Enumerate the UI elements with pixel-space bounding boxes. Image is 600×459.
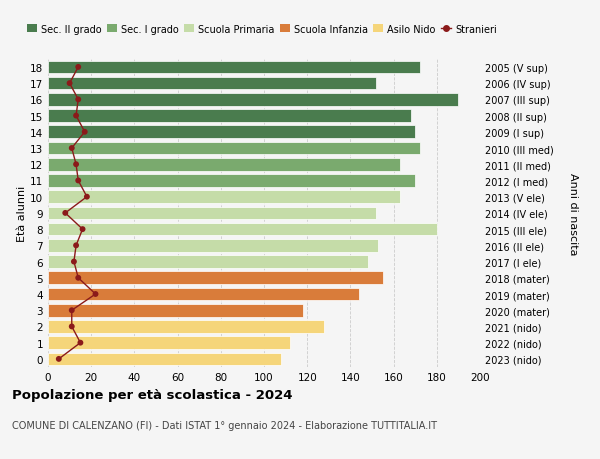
Point <box>71 242 81 250</box>
Bar <box>48 142 419 155</box>
Y-axis label: Età alunni: Età alunni <box>17 185 27 241</box>
Point <box>71 112 81 120</box>
Bar <box>48 126 415 139</box>
Bar <box>48 320 325 333</box>
Point <box>71 161 81 168</box>
Bar <box>48 78 376 90</box>
Bar <box>48 272 383 285</box>
Bar <box>48 336 290 349</box>
Y-axis label: Anni di nascita: Anni di nascita <box>568 172 577 255</box>
Bar <box>48 240 379 252</box>
Point <box>76 339 85 347</box>
Point <box>67 145 77 152</box>
Point <box>78 226 88 233</box>
Bar <box>48 62 419 74</box>
Bar <box>48 224 437 236</box>
Bar <box>48 353 281 365</box>
Point <box>82 194 92 201</box>
Point <box>73 96 83 104</box>
Point <box>65 80 74 88</box>
Text: COMUNE DI CALENZANO (FI) - Dati ISTAT 1° gennaio 2024 - Elaborazione TUTTITALIA.: COMUNE DI CALENZANO (FI) - Dati ISTAT 1°… <box>12 420 437 430</box>
Point <box>73 177 83 185</box>
Text: Popolazione per età scolastica - 2024: Popolazione per età scolastica - 2024 <box>12 388 293 401</box>
Bar <box>48 110 411 123</box>
Bar <box>48 94 458 106</box>
Point <box>73 64 83 72</box>
Point <box>67 323 77 330</box>
Point <box>54 355 64 363</box>
Bar <box>48 207 376 220</box>
Bar <box>48 191 400 203</box>
Bar <box>48 158 400 171</box>
Point <box>80 129 89 136</box>
Point <box>67 307 77 314</box>
Legend: Sec. II grado, Sec. I grado, Scuola Primaria, Scuola Infanzia, Asilo Nido, Stran: Sec. II grado, Sec. I grado, Scuola Prim… <box>27 24 497 34</box>
Point <box>69 258 79 266</box>
Bar <box>48 304 303 317</box>
Bar <box>48 175 415 187</box>
Point <box>61 210 70 217</box>
Bar <box>48 288 359 301</box>
Point <box>73 274 83 282</box>
Bar <box>48 256 368 269</box>
Point <box>91 291 100 298</box>
